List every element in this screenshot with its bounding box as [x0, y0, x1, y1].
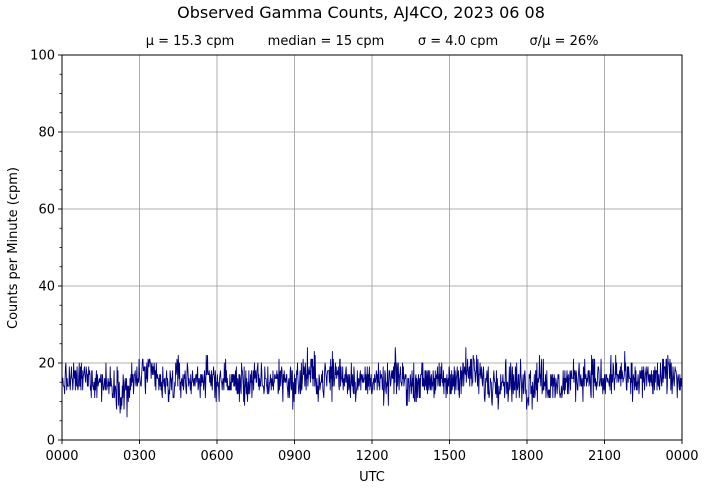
y-tick-label: 40	[38, 280, 55, 295]
series-gamma-counts	[61, 347, 683, 418]
x-tick-label: 0000	[665, 449, 698, 464]
stat-sigma: σ = 4.0 cpm	[418, 34, 498, 49]
x-tick-label: 0900	[278, 449, 311, 464]
grid	[62, 55, 682, 440]
x-tick-label: 1800	[510, 449, 543, 464]
y-tick-label: 80	[38, 126, 55, 141]
x-tick-label: 0600	[200, 449, 233, 464]
y-tick-label: 0	[47, 434, 55, 449]
x-tick-label: 2100	[588, 449, 621, 464]
y-tick-label: 20	[38, 357, 55, 372]
x-tick-label: 0000	[45, 449, 78, 464]
chart-title: Observed Gamma Counts, AJ4CO, 2023 06 08	[177, 3, 545, 22]
x-tick-label: 1500	[433, 449, 466, 464]
x-tick-label: 1200	[355, 449, 388, 464]
axes: 0 20 40 60 80 100 0000 0300 0600 0900 1200 1500 1800…	[30, 49, 698, 465]
y-axis-label: Counts per Minute (cpm)	[6, 167, 21, 329]
series-line	[61, 347, 683, 418]
stat-median: median = 15 cpm	[268, 34, 385, 49]
y-tick-label: 100	[30, 49, 55, 64]
y-tick-label: 60	[38, 203, 55, 218]
stat-mean: μ = 15.3 cpm	[146, 34, 235, 49]
x-axis-label: UTC	[359, 470, 385, 485]
stat-sigma-over-mu: σ/μ = 26%	[530, 34, 599, 49]
x-tick-label: 0300	[123, 449, 156, 464]
